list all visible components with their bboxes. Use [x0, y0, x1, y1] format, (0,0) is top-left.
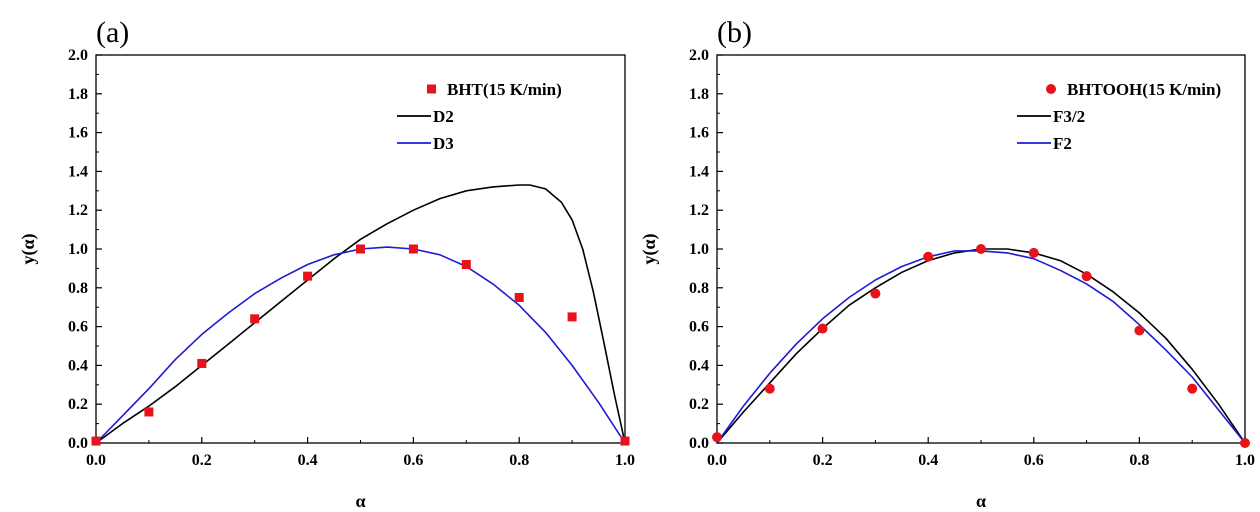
series-line-f2	[716, 250, 1246, 444]
y-tick-label: 0.0	[689, 435, 709, 452]
series-line-d2	[95, 184, 626, 444]
data-point	[712, 432, 722, 443]
legend-entry: F3/2	[1053, 107, 1085, 126]
y-tick-label: 0.4	[689, 357, 709, 374]
legend-entry: BHT(15 K/min)	[447, 80, 562, 99]
legend-entry: D2	[433, 107, 454, 126]
data-point	[567, 312, 577, 322]
y-tick-label: 0.0	[68, 435, 88, 452]
x-tick-label: 0.2	[192, 452, 212, 469]
panel-label: (a)	[96, 16, 129, 49]
data-point	[976, 244, 986, 254]
y-tick-label: 1.6	[689, 125, 709, 142]
data-point	[250, 314, 260, 324]
y-tick-label: 1.4	[68, 163, 88, 180]
data-point	[408, 244, 418, 254]
y-tick-label: 1.4	[689, 163, 709, 180]
x-tick-label: 0.6	[403, 452, 423, 469]
x-tick-label: 0.8	[509, 452, 529, 469]
data-point	[461, 260, 471, 270]
x-tick-label: 0.2	[813, 452, 833, 469]
y-tick-label: 2.0	[689, 47, 709, 64]
y-tick-label: 2.0	[68, 47, 88, 64]
y-tick-label: 0.8	[689, 280, 709, 297]
data-point	[144, 407, 154, 417]
x-tick-label: 0.0	[86, 452, 106, 469]
y-tick-label: 0.6	[689, 319, 709, 336]
data-point	[764, 383, 775, 394]
data-point	[870, 288, 881, 299]
legend-marker	[1046, 84, 1056, 94]
data-point	[923, 251, 934, 262]
y-tick-label: 1.8	[689, 86, 709, 103]
x-tick-label: 0.4	[918, 452, 938, 469]
data-point	[91, 436, 101, 446]
x-tick-label: 0.0	[707, 452, 727, 469]
y-tick-label: 1.2	[689, 202, 709, 219]
data-point	[1081, 271, 1092, 282]
y-tick-label: 0.2	[68, 396, 88, 413]
legend-entry: D3	[433, 134, 454, 153]
chart-panel-a: (a) 0.0 0.2 0.4 0.6 0.8 1.0 1.2 1.4 1.6 1.8 2.0 0.0 0…	[18, 16, 635, 511]
series-line-f3-2	[716, 248, 1246, 444]
data-point	[1187, 383, 1198, 394]
x-tick-label: 0.8	[1129, 452, 1149, 469]
data-point	[197, 358, 207, 368]
legend-entry: F2	[1053, 134, 1072, 153]
y-tick-label: 1.0	[689, 241, 709, 258]
y-tick-label: 1.0	[68, 241, 88, 258]
legend-marker	[427, 84, 436, 94]
y-tick-label: 1.6	[68, 125, 88, 142]
y-axis-label: y(α)	[18, 233, 39, 264]
data-point	[514, 293, 524, 302]
x-tick-label: 1.0	[615, 452, 635, 469]
y-tick-label: 1.2	[68, 202, 88, 219]
panel-label: (b)	[717, 16, 752, 49]
x-axis-label: α	[976, 491, 986, 511]
y-tick-label: 0.6	[68, 319, 88, 336]
data-point	[356, 244, 365, 254]
y-tick-label: 0.2	[689, 396, 709, 413]
data-point	[1240, 438, 1250, 448]
x-tick-label: 0.4	[298, 452, 318, 469]
y-tick-label: 0.4	[68, 357, 88, 374]
y-tick-label: 1.8	[68, 86, 88, 103]
data-point	[817, 323, 828, 334]
data-point	[1134, 325, 1145, 336]
y-axis-label: y(α)	[639, 233, 660, 264]
data-point	[620, 436, 630, 446]
x-axis-label: α	[355, 491, 365, 511]
data-point	[1028, 247, 1039, 258]
y-tick-label: 0.8	[68, 280, 88, 297]
x-tick-label: 1.0	[1235, 452, 1255, 469]
legend-entry: BHTOOH(15 K/min)	[1067, 80, 1221, 99]
data-point	[303, 271, 313, 281]
series-line-d3	[95, 246, 626, 444]
x-tick-label: 0.6	[1024, 452, 1044, 469]
chart-panel-b: (b) 0.0 0.2 0.4 0.6 0.8 1.0 1.2 1.4 1.6 1.8 2.0 0.0 0…	[639, 16, 1255, 511]
